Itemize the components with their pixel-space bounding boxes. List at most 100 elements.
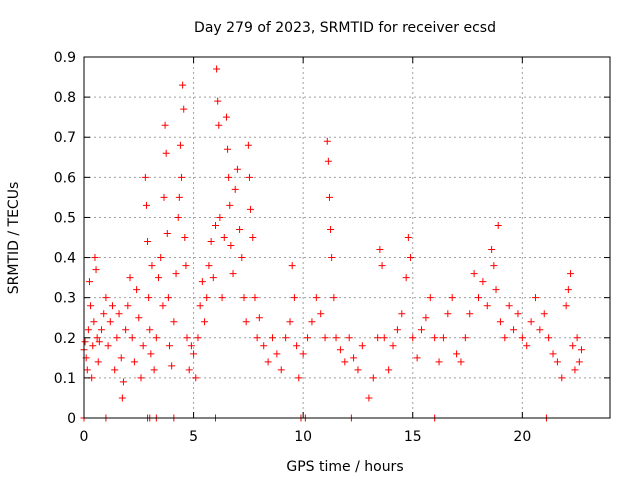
data-point	[182, 262, 190, 270]
data-point	[255, 314, 263, 322]
data-point	[418, 326, 426, 334]
data-point	[483, 302, 491, 310]
data-point	[100, 310, 108, 318]
data-point	[321, 334, 329, 342]
data-point	[439, 334, 447, 342]
data-point	[299, 350, 307, 358]
data-point	[398, 310, 406, 318]
data-point	[422, 314, 430, 322]
data-point	[162, 149, 170, 157]
data-point	[286, 318, 294, 326]
data-point	[163, 229, 171, 237]
data-point	[374, 334, 382, 342]
data-point	[457, 358, 465, 366]
data-point	[92, 266, 100, 274]
data-point	[194, 334, 202, 342]
data-point	[444, 310, 452, 318]
data-point	[231, 185, 239, 193]
data-point	[365, 394, 373, 402]
data-point	[496, 318, 504, 326]
data-point	[494, 221, 502, 229]
data-point	[98, 326, 106, 334]
data-point	[157, 254, 165, 262]
data-point	[426, 294, 434, 302]
data-point	[192, 374, 200, 382]
data-point	[562, 302, 570, 310]
data-point	[181, 234, 189, 241]
y-axis-label: SRMTID / TECUs	[6, 182, 22, 295]
data-point	[215, 121, 223, 129]
y-tick-label: 0.2	[54, 331, 76, 347]
data-point	[404, 234, 412, 241]
data-point	[139, 342, 147, 350]
y-tick-label: 0.6	[54, 170, 76, 186]
data-point	[144, 238, 152, 246]
data-point	[435, 358, 443, 366]
data-point	[137, 374, 145, 382]
data-point	[505, 302, 513, 310]
data-point	[160, 193, 168, 201]
data-point	[341, 358, 349, 366]
data-point	[470, 270, 478, 278]
data-point	[84, 326, 92, 334]
data-point	[212, 221, 219, 229]
data-point	[242, 318, 250, 326]
y-tick-label: 0.8	[54, 90, 76, 106]
data-point	[179, 81, 187, 89]
data-point	[358, 342, 366, 350]
data-point	[148, 262, 156, 270]
data-point	[249, 234, 257, 241]
x-tick-label: 20	[513, 429, 531, 445]
data-point	[119, 378, 127, 386]
data-point	[126, 274, 134, 282]
data-point	[393, 326, 401, 334]
data-point	[354, 366, 362, 374]
data-point	[273, 350, 281, 358]
data-point	[240, 294, 248, 302]
data-point	[549, 350, 557, 358]
data-point	[290, 294, 298, 302]
y-tick-label: 0.7	[54, 130, 76, 146]
y-tick-label: 0	[67, 411, 76, 427]
data-point	[220, 234, 228, 241]
data-point	[122, 326, 130, 334]
data-point	[578, 346, 586, 354]
y-tick-label: 0.9	[54, 50, 76, 66]
plot-frame	[83, 56, 611, 419]
data-point	[104, 342, 112, 350]
data-point	[175, 193, 183, 201]
data-point	[187, 342, 195, 350]
data-point	[94, 358, 102, 366]
data-point	[317, 310, 325, 318]
data-point	[176, 141, 184, 149]
data-point	[575, 358, 583, 366]
data-point	[514, 310, 522, 318]
data-point	[282, 334, 290, 342]
y-tick-label: 0.4	[54, 251, 76, 267]
data-point	[145, 294, 153, 302]
data-point	[490, 262, 498, 270]
data-point	[113, 334, 121, 342]
data-point	[304, 334, 312, 342]
data-point	[540, 310, 548, 318]
data-point	[155, 274, 163, 282]
data-point	[378, 262, 386, 270]
data-point	[453, 350, 461, 358]
data-point	[336, 346, 344, 354]
data-point	[475, 294, 482, 302]
data-point	[251, 294, 259, 302]
data-point	[558, 374, 566, 382]
x-tick-label: 10	[294, 429, 312, 445]
axis-ticks: 0 0.1 0.2 0.3 0.4 0.5 0.6 0.7 0.8 0.9 0 5 10 15 20	[54, 50, 610, 445]
data-point	[150, 366, 158, 374]
data-point	[146, 326, 154, 334]
data-point	[135, 314, 143, 322]
data-point	[545, 334, 553, 342]
x-tick-label: 5	[189, 429, 198, 445]
data-point	[260, 342, 268, 350]
data-point	[402, 274, 410, 282]
data-point	[233, 165, 241, 173]
data-point	[518, 334, 526, 342]
data-point	[245, 173, 253, 181]
data-point	[225, 173, 233, 181]
